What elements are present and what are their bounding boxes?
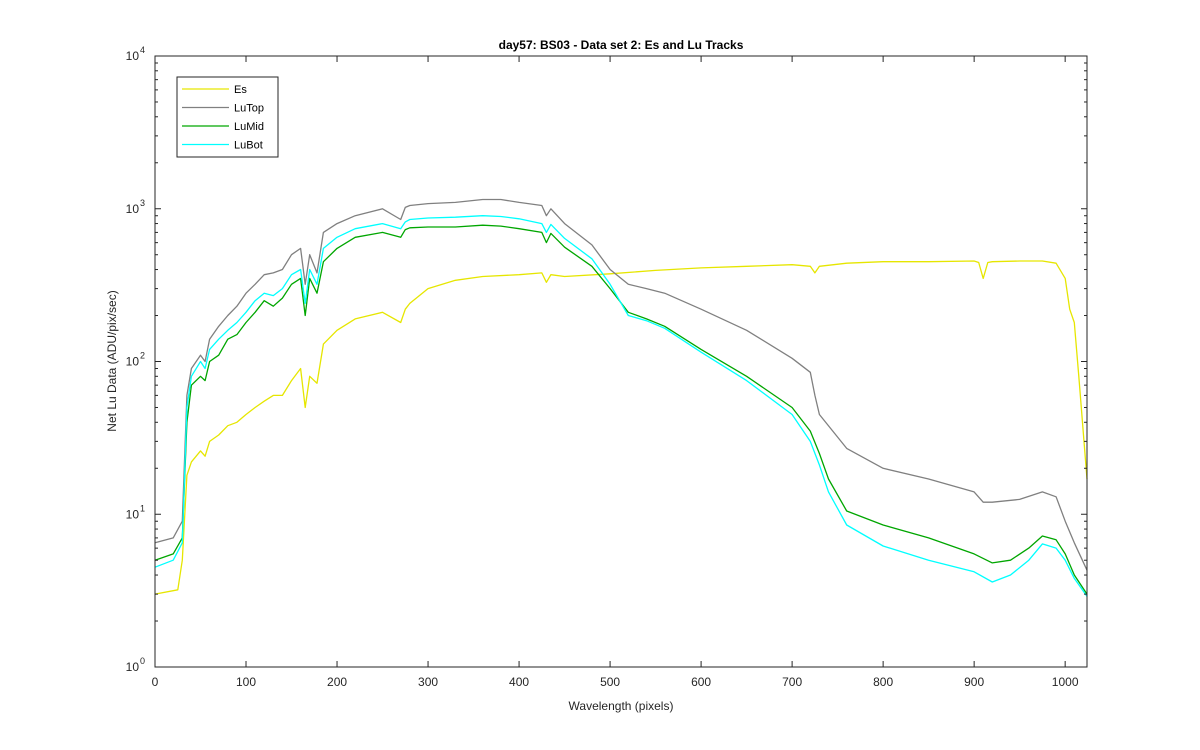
y-tick-label: 10: [126, 202, 140, 216]
x-tick-label: 0: [152, 675, 159, 689]
legend-label-lubot: LuBot: [234, 140, 263, 152]
series-layer: [154, 198, 1088, 597]
x-tick-label: 300: [418, 675, 438, 689]
x-tick-label: 600: [691, 675, 711, 689]
legend: Es LuTop LuMid LuBot: [176, 76, 279, 158]
legend-label-lumid: LuMid: [234, 121, 264, 133]
legend-label-es: Es: [234, 84, 247, 96]
x-tick-label: 900: [964, 675, 984, 689]
x-tick-label: 1000: [1052, 675, 1079, 689]
legend-label-lutop: LuTop: [234, 103, 264, 115]
chart-title: day57: BS03 - Data set 2: Es and Lu Trac…: [499, 38, 744, 52]
legend-box: [176, 76, 279, 158]
series-line-lutop: [154, 198, 1088, 571]
series-line-lumid: [154, 224, 1088, 595]
x-tick-label: 800: [873, 675, 893, 689]
x-tick-label: 500: [600, 675, 620, 689]
x-tick-label: 200: [327, 675, 347, 689]
y-tick-label: 10: [126, 660, 140, 674]
y-tick-label: 10: [126, 507, 140, 521]
x-tick-label: 700: [782, 675, 802, 689]
y-tick-exponent: 2: [140, 351, 145, 361]
x-tick-label: 400: [509, 675, 529, 689]
y-tick-exponent: 0: [140, 656, 145, 666]
x-tick-label: 100: [236, 675, 256, 689]
y-tick-exponent: 4: [140, 45, 145, 55]
y-tick-exponent: 1: [140, 503, 145, 513]
series-line-lubot: [154, 215, 1088, 597]
y-tick-exponent: 3: [140, 198, 145, 208]
y-axis-label: Net Lu Data (ADU/pix/sec): [105, 290, 119, 431]
plot-area: [155, 56, 1087, 667]
y-tick-label: 10: [126, 355, 140, 369]
y-tick-label: 10: [126, 49, 140, 63]
series-line-es: [154, 260, 1088, 595]
x-axis-label: Wavelength (pixels): [569, 699, 674, 713]
